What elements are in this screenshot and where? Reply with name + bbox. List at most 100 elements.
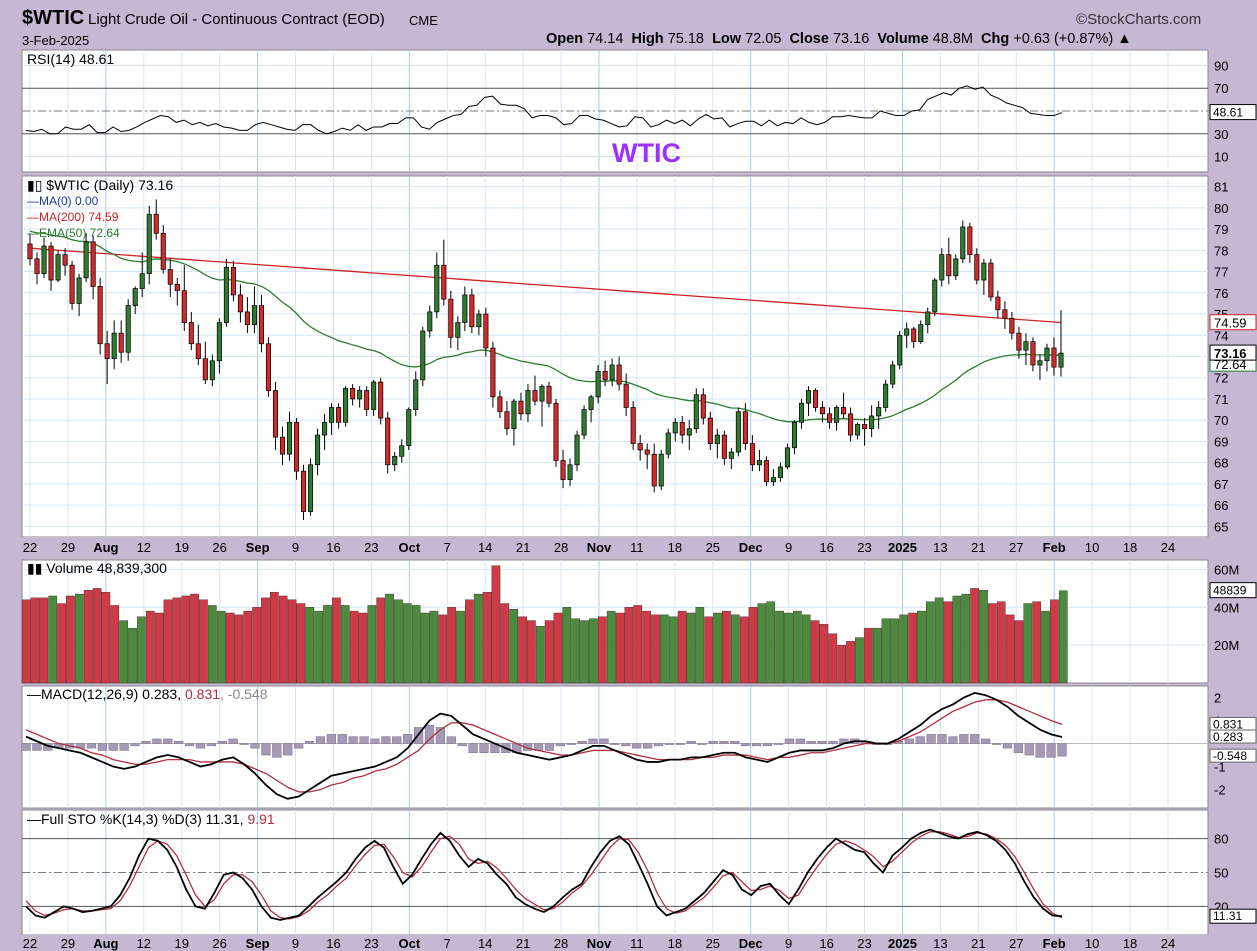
ohlc-summary: Open 74.14 High 75.18 Low 72.05 Close 73… [546,31,1132,47]
candle-body [1037,360,1043,366]
bottom-date-label: 23 [364,936,378,951]
macd-histogram-bar [948,736,958,744]
macd-histogram-bar [239,743,249,745]
macd-histogram-bar [642,743,653,749]
volume-bar [766,601,776,684]
macd-histogram-bar [926,734,936,744]
candle-body [111,332,117,359]
volume-bar [633,605,643,684]
sto-tick: 50 [1214,866,1228,881]
price-tick: 80 [1214,201,1228,216]
candle-body [223,266,229,323]
ma200-line [29,247,1062,324]
volume-bar [482,591,492,684]
macd-histogram-bar [719,740,729,744]
macd-histogram-bar [152,738,162,744]
volume-bar [420,612,430,684]
bottom-date-label: Feb [1043,936,1066,951]
macd-histogram-bar [784,738,794,744]
volume-bar [287,599,297,684]
volume-bar [722,610,731,684]
macd-histogram-bar [261,743,271,756]
candle-body [855,424,861,436]
macd-histogram-bar [250,743,260,749]
macd-histogram-bar [446,736,456,744]
macd-tick: 2 [1214,691,1221,706]
volume-label: Volume [877,31,929,47]
date-label: 18 [1123,540,1137,555]
bottom-date-label: 28 [554,936,568,951]
candle-body [364,390,370,410]
macd-histogram-bar [206,743,217,747]
candle-body [315,434,321,466]
date-label: Aug [93,540,118,555]
date-label: 9 [292,540,299,555]
stockcharts-logo[interactable]: ©StockCharts.com [1076,11,1201,28]
candle-body [244,311,250,325]
candle-body [630,407,636,444]
candle-body [897,334,903,366]
macd-histogram-bar [621,743,631,747]
volume-bar [1041,610,1050,684]
rsi-tick: 30 [1214,127,1228,142]
volume-bar [473,593,483,684]
ema50-last-label: 72.64 [1214,357,1247,372]
volume-bar [110,605,120,684]
candle-body [448,298,454,338]
legend-ma0: —MA(0) 0.00 [27,194,99,208]
sto-last-label: 11.31 [1213,909,1242,923]
candle-body [483,313,489,349]
volume-bar [597,616,607,684]
volume-bar [730,614,740,684]
macd-histogram-bar [119,743,129,751]
volume-bar [39,597,49,684]
date-label: 28 [554,540,568,555]
rsi-last-label: 48.61 [1213,106,1243,120]
candle-body [27,243,33,260]
candle-body [1016,332,1022,351]
macd-histogram-bar [294,743,304,749]
bottom-date-label: 11 [630,936,644,951]
volume-bar [535,626,545,684]
volume-bar [793,610,802,684]
close-last-label: 73.16 [1214,346,1247,361]
candle-body [532,390,538,402]
volume-bar [429,610,439,684]
volume-bar [1058,590,1068,684]
date-label: 23 [364,540,378,555]
candle-body [623,383,629,408]
candle-body [784,447,790,468]
volume-bar [695,607,705,684]
macd-histogram-bar [1057,743,1067,757]
candle-body [293,421,300,472]
chg-value: +0.63 (+0.87%) [1013,31,1114,47]
macd-legend-hist: , -0.548 [220,686,268,702]
date-label: 25 [706,540,720,555]
price-tick: 70 [1214,413,1228,428]
macd-histogram-bar [653,743,664,747]
macd-histogram-bar [806,740,816,744]
bottom-date-label: 9 [292,936,299,951]
macd-histogram-bar [359,736,369,744]
date-label: 26 [212,540,226,555]
bottom-date-label: 10 [1085,936,1099,951]
up-arrow-icon: ▲ [1117,31,1132,47]
open-value: 74.14 [587,31,624,47]
volume-bar [571,618,581,684]
candle-body [413,379,419,410]
candle-body [286,421,293,455]
candle-body [308,464,314,512]
candle-body [104,343,110,359]
volume-bar [402,603,412,684]
bottom-date-label: 12 [137,936,151,951]
volume-bar [748,607,758,684]
candle-body [279,436,286,455]
bottom-date-label: 25 [706,936,720,951]
volume-bar [810,620,820,684]
candle-body [490,347,496,398]
volume-bar [465,599,474,684]
volume-bar [908,612,917,684]
symbol-title[interactable]: $WTIC [22,7,85,29]
macd-histogram-bar [1002,743,1013,749]
